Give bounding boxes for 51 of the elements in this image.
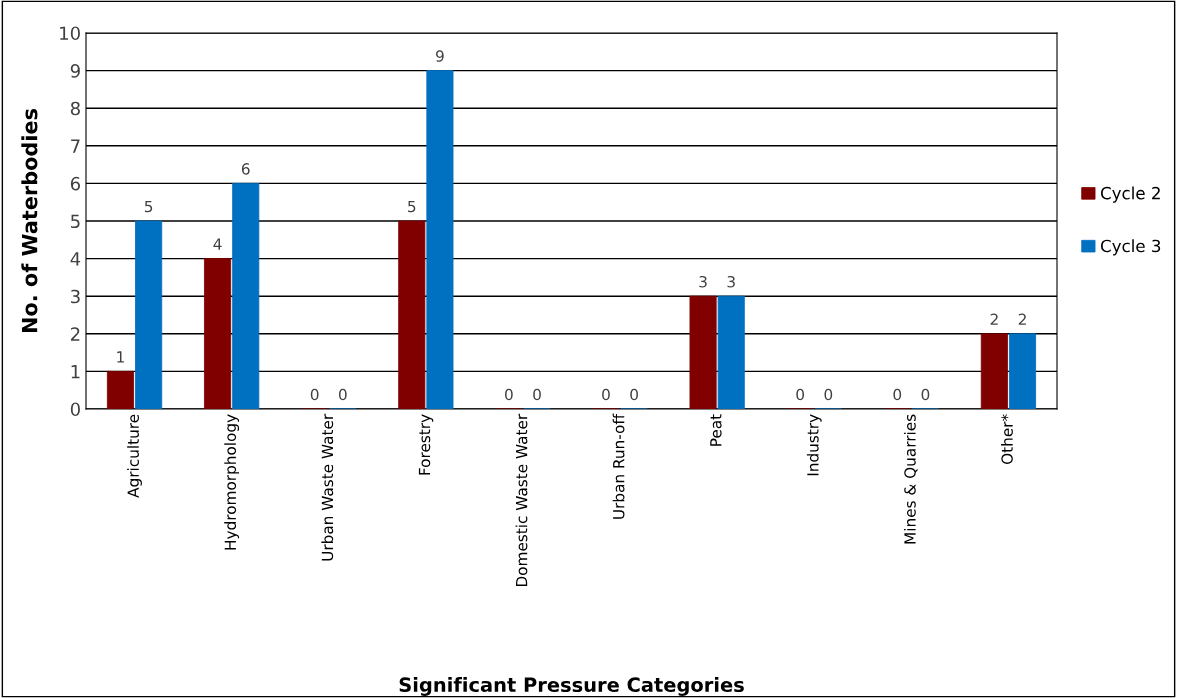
legend-label: Cycle 2 <box>1100 186 1160 203</box>
x-tick-label: Domestic Waste Water <box>515 413 528 587</box>
data-label: 0 <box>533 388 541 401</box>
y-tick-label: 2 <box>70 327 80 341</box>
data-label: 0 <box>893 388 902 401</box>
y-tick-label: 3 <box>71 289 80 304</box>
y-tick-label: 10 <box>60 26 80 41</box>
x-tick-label: Industry <box>806 414 822 476</box>
bar <box>398 220 426 409</box>
x-tick-label: Urban Run-off <box>612 413 625 519</box>
y-tick-label: 7 <box>71 139 80 153</box>
x-axis-title: Significant Pressure Categories <box>399 677 744 696</box>
y-tick-label: 9 <box>70 64 80 78</box>
y-tick-label: 4 <box>70 252 81 266</box>
data-label: 0 <box>796 388 805 401</box>
y-tick-label: 8 <box>70 101 80 116</box>
data-label: 3 <box>699 275 707 288</box>
bar <box>204 258 232 409</box>
bar <box>426 70 454 409</box>
data-label: 0 <box>505 388 513 401</box>
x-tick-label: Urban Waste Water <box>321 413 334 561</box>
y-tick-label: 1 <box>71 365 80 379</box>
x-tick-label: Agriculture <box>127 414 142 498</box>
data-label: 0 <box>602 388 610 401</box>
data-label: 0 <box>338 388 347 401</box>
bar <box>980 333 1008 409</box>
bar <box>1009 333 1037 409</box>
bar <box>135 220 163 409</box>
data-label: 4 <box>213 238 222 250</box>
x-tick-label: Forestry <box>418 414 434 475</box>
data-label: 5 <box>144 200 153 213</box>
y-tick-label: 0 <box>70 402 80 417</box>
data-label: 3 <box>727 275 735 288</box>
x-tick-label: Other* <box>1001 414 1013 465</box>
data-label: 0 <box>921 388 930 401</box>
x-tick-label: Mines & Quarries <box>903 414 918 544</box>
data-label: 1 <box>117 351 124 363</box>
data-label: 0 <box>824 388 833 401</box>
data-label: 6 <box>241 163 250 175</box>
x-tick-label: Hydromorphology <box>224 414 240 550</box>
y-tick-label: 6 <box>70 176 80 191</box>
legend-label: Cycle 3 <box>1100 239 1161 256</box>
data-label: 2 <box>1018 313 1026 325</box>
y-tick-label: 5 <box>71 214 80 229</box>
x-tick-label: Peat <box>710 414 722 446</box>
data-label: 2 <box>990 313 998 325</box>
data-label: 0 <box>630 388 638 401</box>
data-label: 5 <box>408 200 416 213</box>
data-label: 0 <box>310 388 319 401</box>
data-label: 9 <box>436 50 444 62</box>
y-axis-title: No. of Waterbodies <box>21 108 38 333</box>
